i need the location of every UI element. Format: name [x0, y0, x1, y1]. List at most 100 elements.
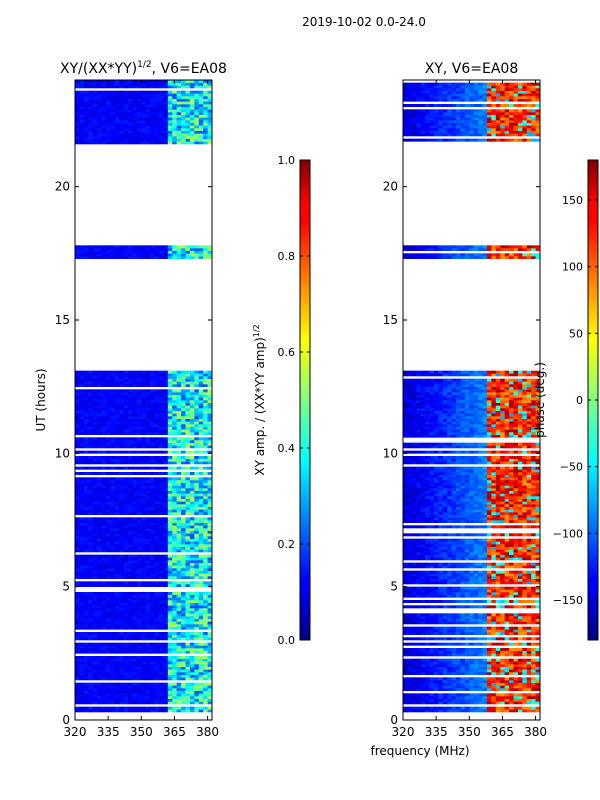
phase-cell: [478, 653, 483, 657]
amp-cell: [123, 432, 129, 435]
amp-cell: [176, 466, 182, 470]
amp-cell: [172, 138, 178, 142]
amp-cell: [136, 400, 142, 403]
amp-cell: [101, 133, 107, 137]
amp-cell: [207, 98, 212, 102]
amp-cell: [97, 114, 102, 118]
amp-cell: [123, 104, 129, 107]
amp-cell: [181, 576, 186, 579]
amp-cell: [128, 509, 133, 513]
amp-cell: [114, 253, 120, 257]
amp-cell: [181, 138, 186, 142]
phase-cell: [517, 693, 523, 697]
phase-cell: [403, 648, 408, 651]
amp-cell: [141, 637, 147, 641]
amp-cell: [92, 570, 98, 574]
amp-cell: [203, 429, 208, 433]
phase-cell: [403, 666, 408, 670]
amp-cell: [105, 560, 111, 563]
phase-cell: [500, 701, 506, 705]
amp-cell: [172, 122, 178, 126]
amp-cell: [105, 605, 111, 609]
amp-cell: [105, 498, 111, 502]
amp-cell: [207, 709, 212, 713]
amp-cell: [203, 488, 208, 491]
amp-cell: [114, 389, 120, 393]
amp-cell: [207, 245, 212, 249]
amp-cell: [189, 480, 195, 483]
amp-cell: [141, 608, 147, 611]
amp-cell: [101, 104, 107, 107]
amp-cell: [194, 501, 200, 505]
amp-cell: [203, 565, 208, 569]
phase-cell: [535, 648, 540, 651]
amp-cell: [150, 490, 155, 494]
amp-cell: [141, 498, 147, 502]
amp-cell: [181, 85, 186, 89]
amp-cell: [172, 416, 178, 419]
amp-cell: [136, 253, 142, 257]
amp-cell: [136, 80, 142, 83]
amp-cell: [79, 688, 85, 691]
amp-cell: [167, 690, 173, 694]
amp-cell: [167, 517, 173, 521]
amp-cell: [128, 637, 133, 641]
amp-cell: [75, 666, 80, 670]
amp-cell: [105, 381, 111, 385]
amp-cell: [123, 621, 129, 625]
amp-cell: [172, 381, 178, 385]
amp-cell: [101, 570, 107, 574]
amp-cell: [207, 485, 212, 489]
amp-cell: [167, 546, 173, 550]
amp-cell: [136, 498, 142, 502]
amp-cell: [154, 634, 160, 638]
amp-cell: [136, 661, 142, 665]
amp-cell: [110, 480, 116, 483]
amp-cell: [203, 688, 208, 691]
amp-cell: [101, 658, 107, 662]
amp-cell: [110, 426, 116, 430]
amp-cell: [150, 664, 155, 667]
amp-cell: [145, 666, 151, 670]
amp-cell: [167, 442, 173, 446]
amp-cell: [119, 394, 125, 398]
amp-cell: [185, 648, 191, 651]
amp-cell: [203, 560, 208, 563]
amp-cell: [194, 562, 200, 566]
amp-cell: [167, 626, 173, 630]
amp-cell: [123, 253, 129, 257]
amp-cell: [154, 466, 160, 470]
amp-cell: [158, 509, 164, 513]
phase-cell: [478, 658, 483, 662]
amp-cell: [83, 461, 89, 465]
phase-cell: [416, 680, 422, 683]
amp-cell: [119, 538, 125, 542]
amp-cell: [172, 133, 178, 137]
amp-cell: [101, 416, 107, 419]
amp-cell: [119, 125, 125, 129]
amp-cell: [83, 416, 89, 419]
amp-cell: [88, 122, 94, 126]
amp-cell: [123, 400, 129, 403]
amp-cell: [176, 472, 182, 475]
amp-cell: [154, 376, 160, 379]
amp-cell: [136, 530, 142, 534]
amp-cell: [154, 520, 160, 523]
amp-cell: [185, 253, 191, 257]
amp-cell: [92, 482, 98, 486]
amp-cell: [194, 416, 200, 419]
amp-cell: [189, 610, 195, 614]
phase-cell: [407, 677, 413, 681]
amp-cell: [114, 530, 120, 534]
amp-cell: [128, 493, 133, 497]
amp-cell: [83, 90, 89, 94]
amp-cell: [136, 93, 142, 97]
amp-cell: [207, 533, 212, 537]
amp-cell: [83, 618, 89, 622]
phase-cell: [420, 666, 426, 670]
amp-cell: [145, 250, 151, 254]
amp-cell: [181, 688, 186, 691]
amp-cell: [154, 546, 160, 550]
amp-cell: [172, 656, 178, 659]
amp-cell: [110, 690, 116, 694]
